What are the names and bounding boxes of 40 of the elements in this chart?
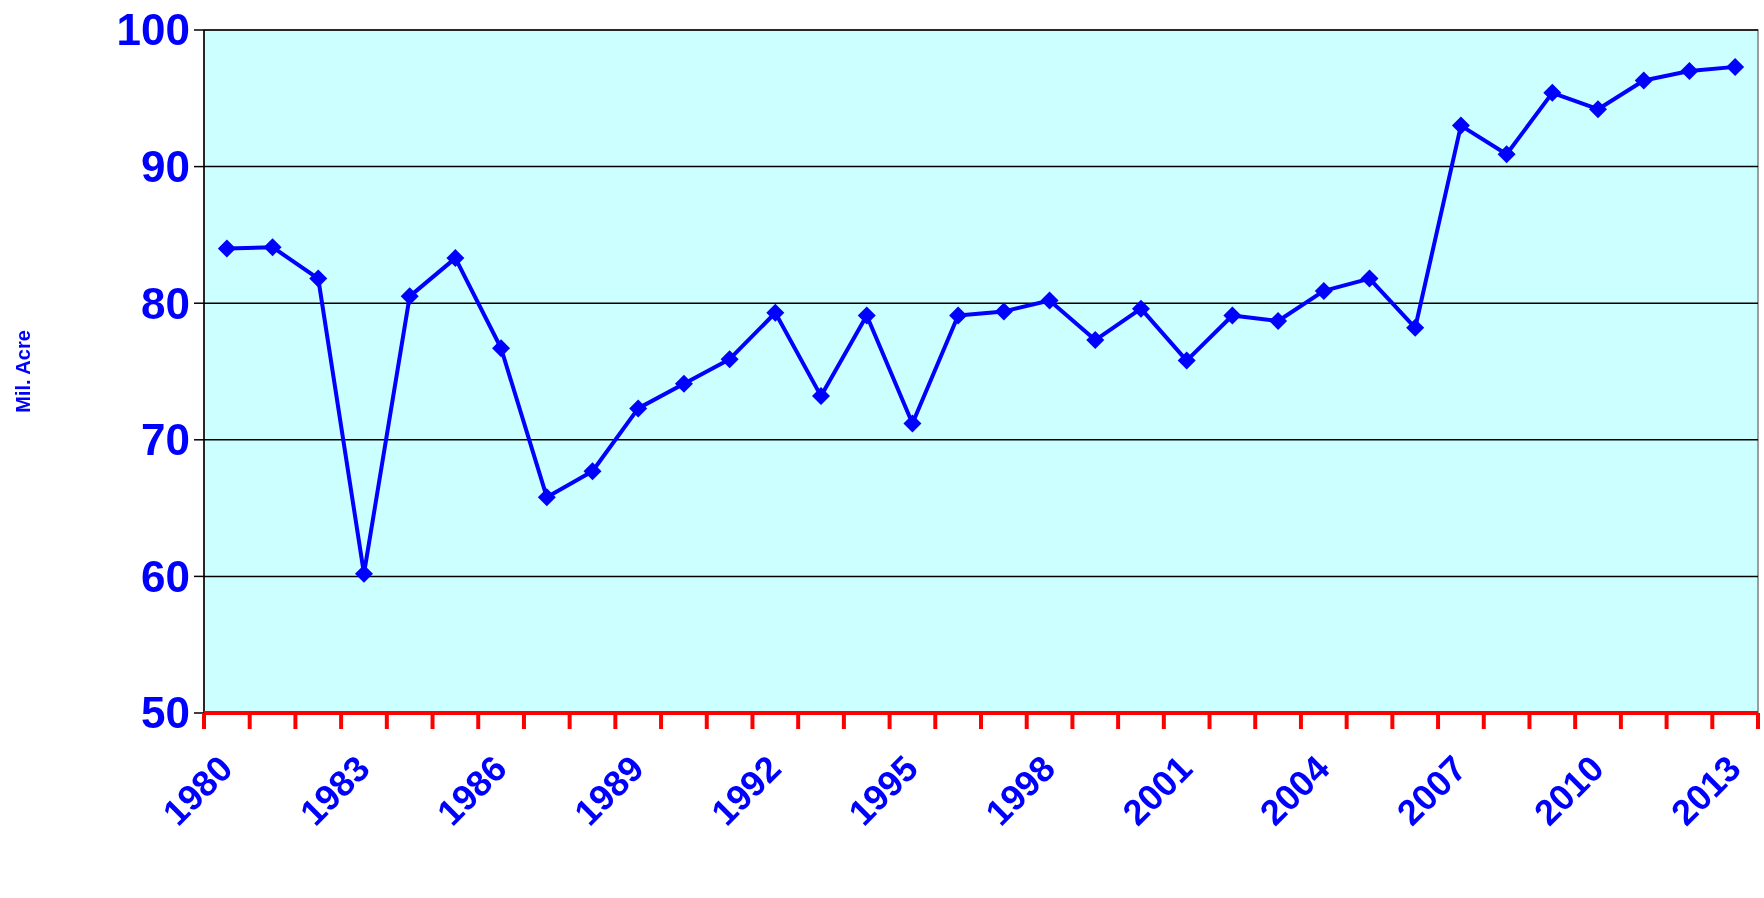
point	[1360, 269, 1379, 288]
point	[857, 306, 876, 325]
y-tick-label: 90	[141, 142, 190, 191]
point	[720, 350, 739, 369]
point	[583, 462, 602, 481]
point	[1040, 291, 1059, 310]
y-tick-label: 80	[141, 278, 190, 328]
y-axis-title: Mil. Acre	[12, 330, 34, 413]
point	[1497, 145, 1516, 164]
point	[263, 238, 282, 257]
point	[309, 269, 328, 288]
y-tick-label: 70	[141, 415, 190, 465]
point	[1634, 71, 1653, 90]
point	[446, 249, 465, 268]
point	[1543, 83, 1562, 102]
point	[1177, 351, 1196, 370]
point	[1269, 311, 1288, 330]
point	[1726, 57, 1745, 76]
point	[492, 339, 511, 358]
point	[1314, 281, 1333, 300]
point	[1086, 331, 1105, 350]
point	[400, 287, 419, 306]
point	[812, 387, 831, 406]
point	[1406, 318, 1425, 337]
point	[1589, 100, 1608, 119]
point	[1131, 299, 1150, 318]
y-tick-label: 50	[141, 688, 190, 738]
point	[949, 306, 968, 325]
point	[629, 399, 648, 418]
point	[994, 302, 1013, 321]
point	[766, 303, 785, 322]
point	[674, 374, 693, 393]
y-tick-label: 60	[141, 551, 190, 601]
y-tick-label: 100	[116, 5, 190, 55]
point	[1223, 306, 1242, 325]
point	[1680, 61, 1699, 80]
point	[1451, 116, 1470, 135]
point	[903, 414, 922, 433]
point	[537, 488, 556, 507]
point	[217, 239, 236, 258]
